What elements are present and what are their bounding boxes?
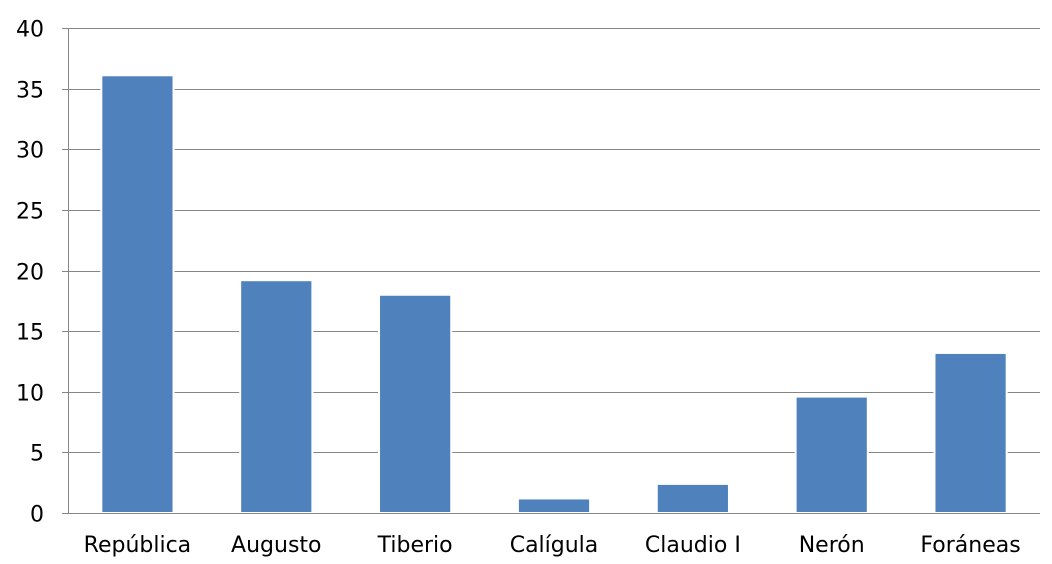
x-tick-label: Claudio I: [645, 533, 741, 558]
y-tick-label: 10: [16, 382, 44, 407]
x-tick-label: Augusto: [231, 533, 321, 558]
bars: [100, 74, 1008, 515]
x-tick-label: Foráneas: [920, 533, 1020, 558]
y-tick-label: 0: [30, 503, 44, 528]
y-tick-label: 40: [16, 18, 44, 43]
bar: [100, 74, 175, 514]
bar: [378, 293, 453, 514]
x-tick-label: Nerón: [799, 533, 865, 558]
y-tick-label: 35: [16, 79, 44, 104]
y-tick-label: 20: [16, 261, 44, 286]
y-tick-label: 25: [16, 200, 44, 225]
y-tick-label: 15: [16, 321, 44, 346]
bar: [516, 497, 592, 515]
bar: [239, 279, 314, 515]
bar: [933, 351, 1008, 515]
bar: [794, 395, 869, 515]
y-tick-label: 30: [16, 139, 44, 164]
x-tick-label: Tiberio: [377, 533, 453, 558]
bar: [655, 482, 730, 514]
x-tick-label: Calígula: [510, 533, 599, 558]
x-tick-labels: República Augusto Tiberio Calígula Claudio I…: [84, 533, 1021, 558]
axes: [62, 28, 1040, 514]
x-tick-label: República: [84, 533, 192, 558]
y-tick-labels: 0 5 10 15 20 25 30 35 40: [16, 18, 44, 528]
y-tick-label: 5: [30, 442, 44, 467]
gridlines: [68, 28, 1040, 453]
